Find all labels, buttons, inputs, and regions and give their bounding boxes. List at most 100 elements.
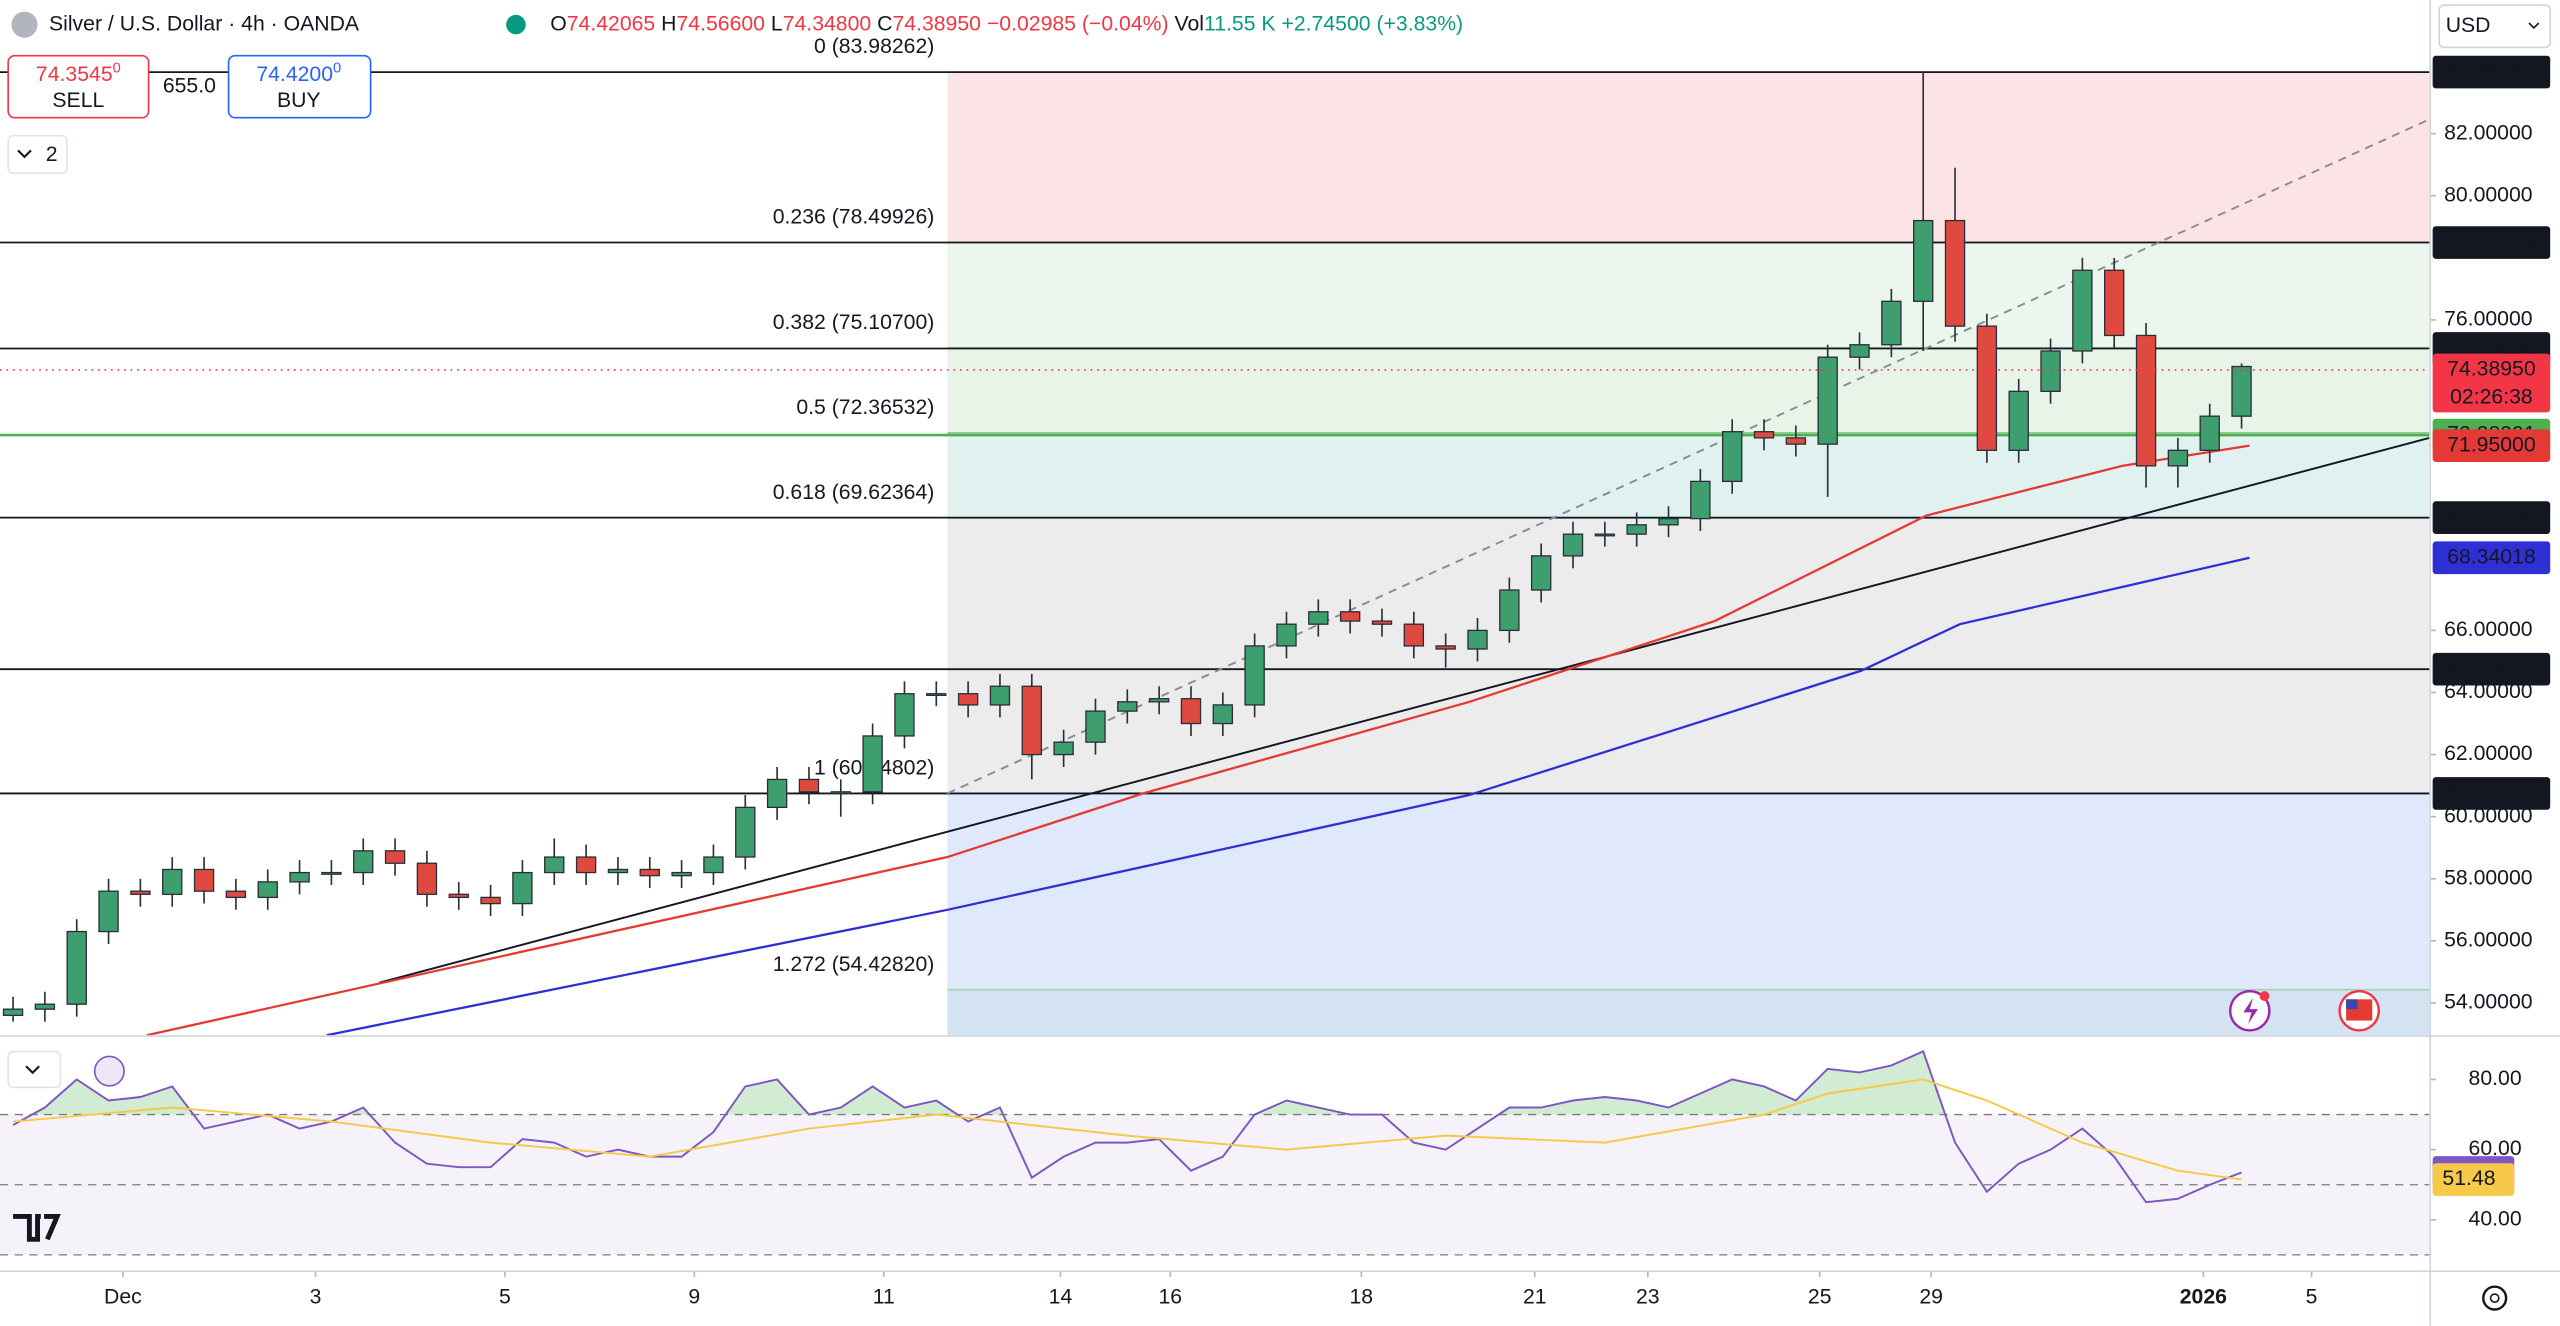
candle-body	[862, 735, 883, 793]
price-label: 64.75057	[2447, 657, 2536, 680]
price-label-box	[2432, 353, 2551, 413]
pane-toggle[interactable]	[7, 1050, 62, 1089]
candle-body	[1658, 517, 1679, 526]
candle-body	[1244, 645, 1265, 706]
x-tick-label: 11	[873, 1286, 895, 1309]
candle-body	[416, 862, 438, 895]
candle-body	[766, 778, 788, 809]
candle-body	[1276, 623, 1297, 647]
price-label: 78.49309	[2447, 230, 2536, 253]
y-tick-label: 62.00000	[2444, 742, 2533, 765]
candle-body	[353, 850, 374, 874]
candle-body	[1849, 344, 1870, 358]
candle-body	[2072, 269, 2093, 352]
candle-body	[894, 693, 915, 737]
candle-body	[1530, 555, 1552, 591]
candle-body	[1339, 611, 1361, 622]
ohlc-key: L	[771, 12, 783, 35]
candle-body	[384, 850, 406, 864]
x-tick-label: 25	[1808, 1286, 1832, 1309]
candle-body	[1690, 480, 1711, 520]
ohlc-key: O	[550, 12, 567, 35]
sell-price-main: 74.3545	[36, 63, 113, 86]
chevron	[25, 1065, 40, 1075]
candle-body	[1753, 431, 1775, 439]
x-tick-label: 9	[688, 1286, 700, 1309]
candle-body	[926, 693, 947, 697]
fib-zone	[947, 793, 2430, 990]
candle-body	[2104, 269, 2125, 337]
candle-body	[512, 871, 533, 905]
candle-body	[1371, 620, 1393, 625]
candle-body	[257, 881, 278, 899]
badge	[2259, 991, 2270, 1001]
x-tick-label: Dec	[104, 1286, 142, 1309]
candle-body	[2167, 449, 2189, 467]
flag-canton	[2346, 999, 2358, 1010]
main-pane: 0 (83.98262) 0.236 (78.49926) 0.382 (75.10…	[0, 35, 2430, 1036]
candle-body	[98, 890, 119, 933]
rsi-pane	[0, 1050, 2430, 1256]
last-value-box	[2432, 1163, 2515, 1196]
sell-label: SELL	[52, 89, 104, 112]
price-label: 71.95000	[2447, 433, 2536, 456]
rsi-icon[interactable]	[93, 1055, 125, 1087]
candle-body	[130, 890, 151, 895]
candle-body	[289, 871, 310, 883]
y-tick-label: 76.00000	[2444, 308, 2533, 331]
fib-label: 0 (83.98262)	[814, 35, 934, 58]
symbol-icon	[11, 11, 38, 38]
rsi-line	[12, 1050, 2242, 1204]
candle-body	[798, 778, 820, 793]
buy-button[interactable]	[227, 54, 372, 119]
fib-label: 0.618 (69.62364)	[773, 481, 935, 504]
y-tick-label: 60.00	[2469, 1137, 2522, 1160]
candle-body	[1785, 437, 1807, 445]
ohlc-value: 74.56600	[676, 12, 765, 35]
price-label: 75.08039	[2447, 336, 2536, 359]
candle-body	[66, 930, 87, 1005]
x-tick-label: 18	[1349, 1286, 1373, 1309]
candle-body	[735, 806, 756, 858]
candle-body	[2008, 390, 2029, 451]
candle-body	[1562, 533, 1584, 557]
x-tick-label: 5	[499, 1286, 511, 1309]
sell-button[interactable]	[7, 54, 150, 119]
candle-body	[1021, 685, 1043, 756]
price-label-box	[2432, 501, 2551, 534]
fib-label: 0.236 (78.49926)	[773, 205, 935, 228]
y-tick-label: 56.00000	[2444, 928, 2533, 951]
candle-body	[480, 896, 501, 905]
candle-body	[575, 856, 597, 874]
candle-body	[639, 868, 660, 877]
volume: 11.55 K	[1204, 12, 1276, 35]
price-label-box	[2432, 429, 2551, 462]
currency-box[interactable]	[2438, 4, 2552, 49]
settings-icon[interactable]	[2482, 1285, 2508, 1311]
indicators-toggle[interactable]	[7, 134, 68, 175]
moving-average	[326, 556, 2250, 1036]
x-tick-label: 23	[1636, 1286, 1660, 1309]
candle-body	[1944, 219, 1966, 327]
price-label: 83.98262	[2447, 60, 2536, 83]
candle-body	[1817, 356, 1838, 445]
fib-zone	[947, 72, 2430, 243]
candle-body	[1594, 533, 1616, 537]
candle-body	[1085, 710, 1106, 743]
y-tick-label: 40.00	[2469, 1207, 2522, 1230]
fib-label: 0.382 (75.10700)	[773, 311, 935, 334]
change: −0.02985 (−0.04%)	[987, 12, 1169, 35]
candle-body	[1499, 589, 1520, 632]
fib-zone	[947, 347, 2430, 433]
settings-dot	[2489, 1293, 2500, 1303]
ohlc-value: 74.34800	[783, 12, 872, 35]
fib-zone	[947, 517, 2430, 794]
x-tick-label: 5	[2306, 1286, 2318, 1309]
symbol: Silver / U.S. Dollar · 4h · OANDA	[49, 12, 360, 35]
x-tick-label: 29	[1919, 1286, 1943, 1309]
spread: 655.0	[163, 74, 216, 97]
candle-body	[1467, 629, 1488, 650]
candle-body	[1912, 219, 1934, 302]
candle-body	[1117, 701, 1138, 712]
candle-body	[1721, 431, 1743, 483]
